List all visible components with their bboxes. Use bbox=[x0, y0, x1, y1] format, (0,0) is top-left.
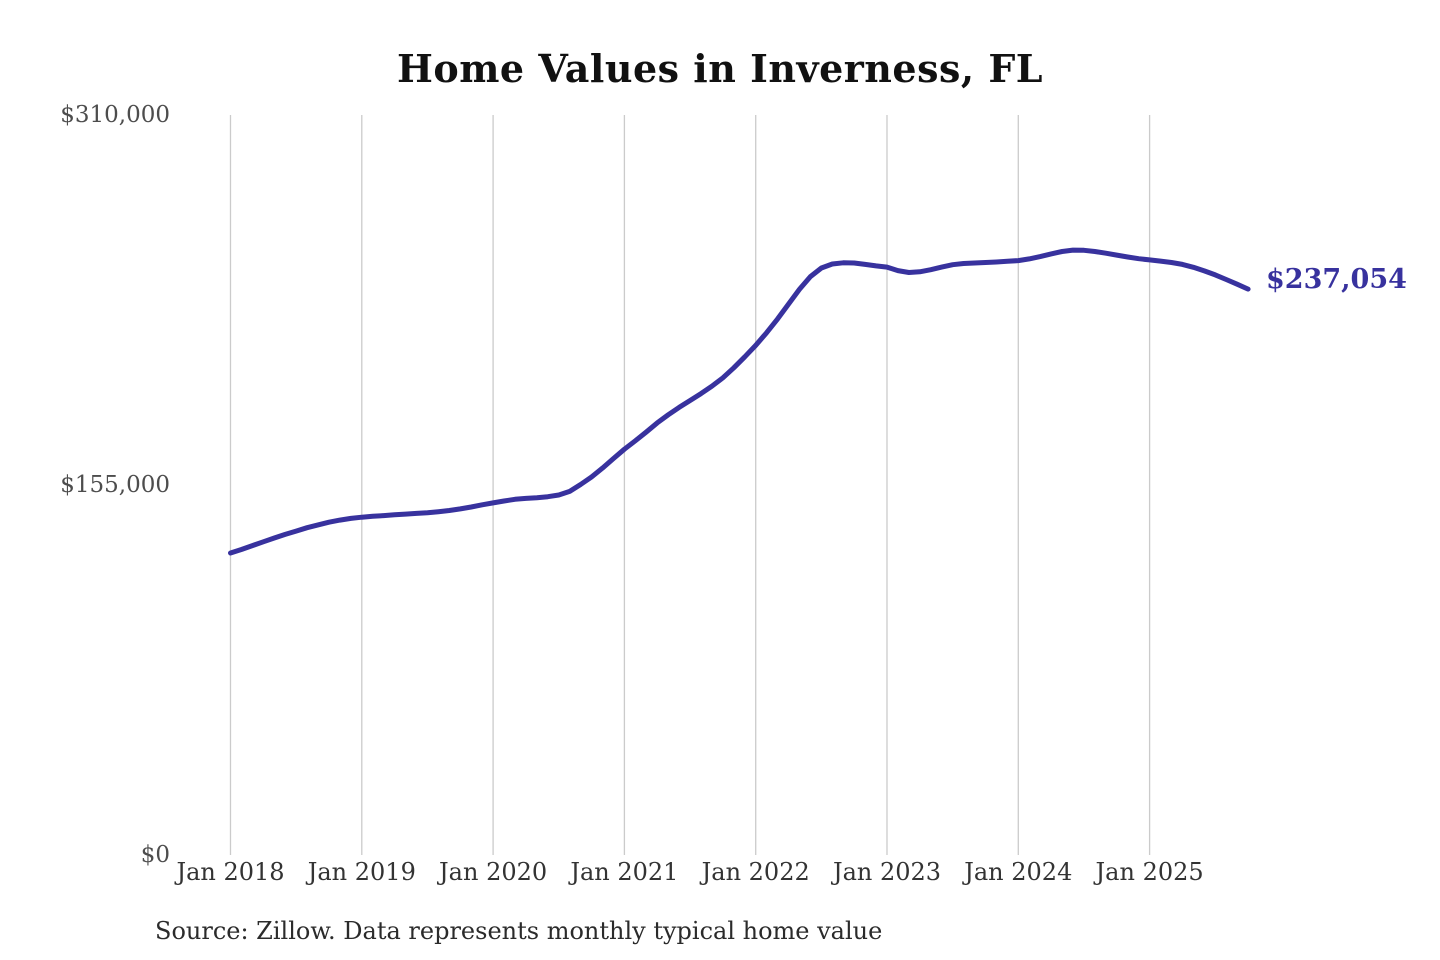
x-tick-label-jan-2023: Jan 2023 bbox=[832, 858, 942, 886]
x-tick-label-jan-2022: Jan 2022 bbox=[701, 858, 810, 886]
chart-title: Home Values in Inverness, FL bbox=[396, 46, 1044, 91]
x-tick-label-jan-2024: Jan 2024 bbox=[964, 858, 1073, 886]
current-value-label: $237,054 bbox=[1266, 264, 1407, 295]
x-tick-label-jan-2021: Jan 2021 bbox=[570, 858, 679, 886]
x-tick-label-jan-2020: Jan 2020 bbox=[439, 858, 548, 886]
x-tick-label-jan-2018: Jan 2018 bbox=[176, 858, 285, 886]
y-tick-label-310000: $310,000 bbox=[60, 102, 170, 128]
x-tick-label-jan-2019: Jan 2019 bbox=[307, 858, 416, 886]
y-tick-label-155000: $155,000 bbox=[60, 472, 170, 498]
x-tick-label-jan-2025: Jan 2025 bbox=[1095, 858, 1204, 886]
source-note: Source: Zillow. Data represents monthly … bbox=[155, 917, 883, 945]
trend-line bbox=[228, 247, 1251, 556]
y-tick-label-0: $0 bbox=[140, 842, 170, 868]
gridlines bbox=[229, 115, 1151, 855]
